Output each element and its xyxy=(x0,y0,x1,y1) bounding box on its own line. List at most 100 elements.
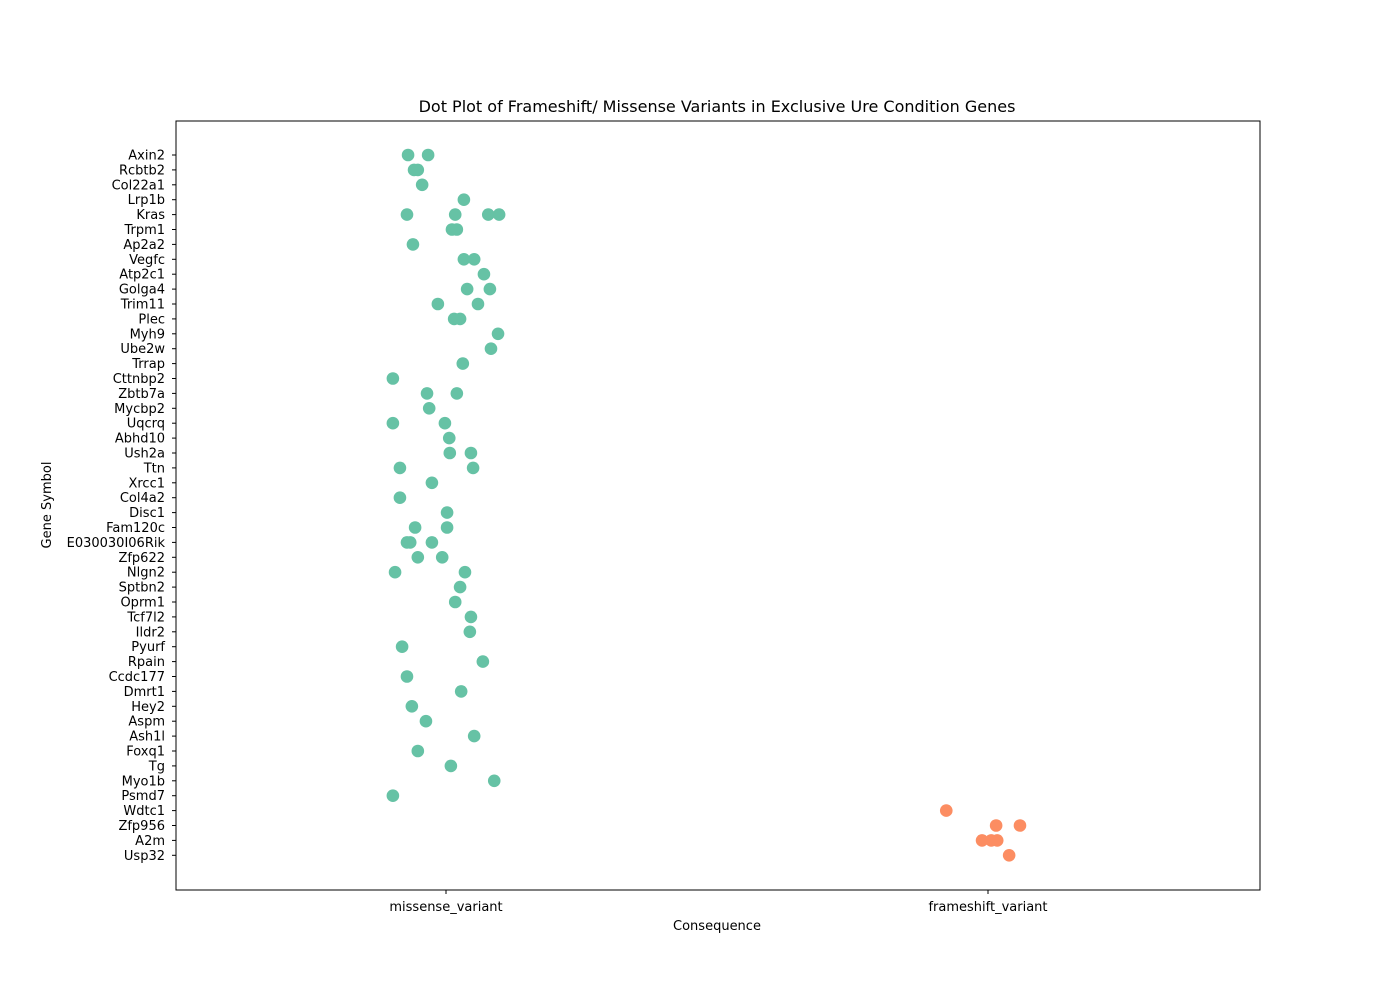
y-tick-label: Tcf7l2 xyxy=(126,610,165,625)
x-axis-label: Consequence xyxy=(673,919,761,934)
data-points xyxy=(386,148,1027,862)
data-point-zfp956 xyxy=(1013,819,1027,832)
y-tick-label: Psmd7 xyxy=(121,789,165,804)
y-tick-label: Axin2 xyxy=(128,149,165,164)
y-tick-label: Zfp956 xyxy=(118,819,165,834)
y-tick-label: Ildr2 xyxy=(136,625,165,640)
y-tick-label: Kras xyxy=(136,208,165,223)
data-point-fam120c xyxy=(440,521,454,534)
data-point-sptbn2 xyxy=(453,580,467,594)
data-point-xrcc1 xyxy=(425,476,439,490)
data-point-nlgn2 xyxy=(388,565,402,579)
data-point-ube2w xyxy=(484,342,498,356)
y-tick-label: Myh9 xyxy=(130,327,165,342)
data-point-uqcrq xyxy=(438,416,452,430)
data-point-ildr2 xyxy=(463,625,477,639)
data-point-abhd10 xyxy=(442,431,456,445)
y-tick-label: Nlgn2 xyxy=(127,566,165,581)
data-point-ttn xyxy=(466,461,480,475)
y-tick-label: Ttn xyxy=(143,461,165,476)
y-tick-label: Uqcrq xyxy=(127,417,165,432)
data-point-golga4 xyxy=(460,282,474,296)
data-point-golga4 xyxy=(483,282,497,296)
x-tick-label: missense_variant xyxy=(389,900,502,915)
y-tick-label: Wdtc1 xyxy=(123,804,165,819)
y-tick-label: Col4a2 xyxy=(120,491,165,506)
data-point-trrap xyxy=(456,357,470,370)
y-axis-label: Gene Symbol xyxy=(40,462,55,549)
y-tick-label: Col22a1 xyxy=(112,178,165,193)
data-point-col4a2 xyxy=(393,491,407,505)
y-tick-label: Disc1 xyxy=(129,506,165,521)
y-tick-label: Ash1l xyxy=(129,730,165,745)
chart-title: Dot Plot of Frameshift/ Missense Variant… xyxy=(419,97,1016,116)
data-point-kras xyxy=(400,208,414,221)
data-point-ush2a xyxy=(464,446,478,460)
data-point-fam120c xyxy=(408,521,422,534)
data-point-a2m xyxy=(990,834,1004,847)
data-point-vegfc xyxy=(467,252,481,266)
y-tick-label: Ube2w xyxy=(120,342,165,357)
y-tick-label: Ccdc177 xyxy=(109,670,165,685)
data-point-axin2 xyxy=(421,148,435,162)
data-point-ccdc177 xyxy=(400,670,414,683)
data-point-trim11 xyxy=(471,297,485,311)
data-point-oprm1 xyxy=(448,595,462,609)
data-point-kras xyxy=(448,208,462,221)
y-tick-label: Oprm1 xyxy=(120,596,165,611)
data-point-uqcrq xyxy=(386,416,400,430)
data-point-zbtb7a xyxy=(450,387,464,400)
data-point-hey2 xyxy=(405,700,419,713)
axes-frame xyxy=(175,120,1261,891)
data-point-plec xyxy=(453,312,467,326)
data-point-ash1l xyxy=(467,729,481,743)
y-tick-label: A2m xyxy=(135,834,165,849)
data-point-trim11 xyxy=(431,297,445,311)
y-axis-ticks: Axin2Rcbtb2Col22a1Lrp1bKrasTrpm1Ap2a2Veg… xyxy=(67,149,176,864)
data-point-aspm xyxy=(419,714,433,728)
data-point-usp32 xyxy=(1002,849,1016,862)
data-point-zbtb7a xyxy=(420,387,434,400)
y-tick-label: Xrcc1 xyxy=(128,476,165,491)
y-tick-label: Pyurf xyxy=(131,640,165,655)
data-point-ap2a2 xyxy=(406,238,420,251)
data-point-myo1b xyxy=(487,774,501,788)
data-point-zfp622 xyxy=(435,551,449,564)
y-tick-label: Trim11 xyxy=(120,298,165,313)
data-point-zfp956 xyxy=(989,819,1003,832)
y-tick-label: Zbtb7a xyxy=(118,387,165,402)
data-point-nlgn2 xyxy=(458,565,472,579)
y-tick-label: Sptbn2 xyxy=(119,581,165,596)
data-point-tg xyxy=(444,759,458,773)
y-tick-label: Hey2 xyxy=(131,700,165,715)
data-point-kras xyxy=(492,208,506,221)
y-tick-label: Zfp622 xyxy=(118,551,165,566)
y-tick-label: Usp32 xyxy=(124,849,165,864)
y-tick-label: Dmrt1 xyxy=(124,685,165,700)
data-point-rcbtb2 xyxy=(411,163,425,177)
y-tick-label: Trpm1 xyxy=(123,223,165,238)
y-tick-label: Ush2a xyxy=(124,447,165,462)
data-point-psmd7 xyxy=(386,789,400,802)
data-point-vegfc xyxy=(457,252,471,266)
data-point-mycbp2 xyxy=(422,402,436,415)
y-tick-label: Rcbtb2 xyxy=(119,163,165,178)
data-point-pyurf xyxy=(395,640,409,653)
data-point-disc1 xyxy=(440,506,454,519)
data-point-myh9 xyxy=(491,327,505,341)
data-point-cttnbp2 xyxy=(386,372,400,385)
data-point-dmrt1 xyxy=(454,685,468,698)
data-point-axin2 xyxy=(401,148,415,162)
y-tick-label: Lrp1b xyxy=(128,193,165,208)
data-point-e030030i06rik xyxy=(403,536,417,549)
y-tick-label: Abhd10 xyxy=(115,432,165,447)
y-tick-label: Vegfc xyxy=(129,253,165,268)
data-point-wdtc1 xyxy=(939,804,953,817)
y-tick-label: Fam120c xyxy=(106,521,165,536)
y-tick-label: Aspm xyxy=(128,715,165,730)
x-tick-label: frameshift_variant xyxy=(928,900,1047,915)
y-tick-label: Myo1b xyxy=(122,774,165,789)
data-point-a2m xyxy=(975,834,989,847)
y-tick-label: Trrap xyxy=(131,357,165,372)
